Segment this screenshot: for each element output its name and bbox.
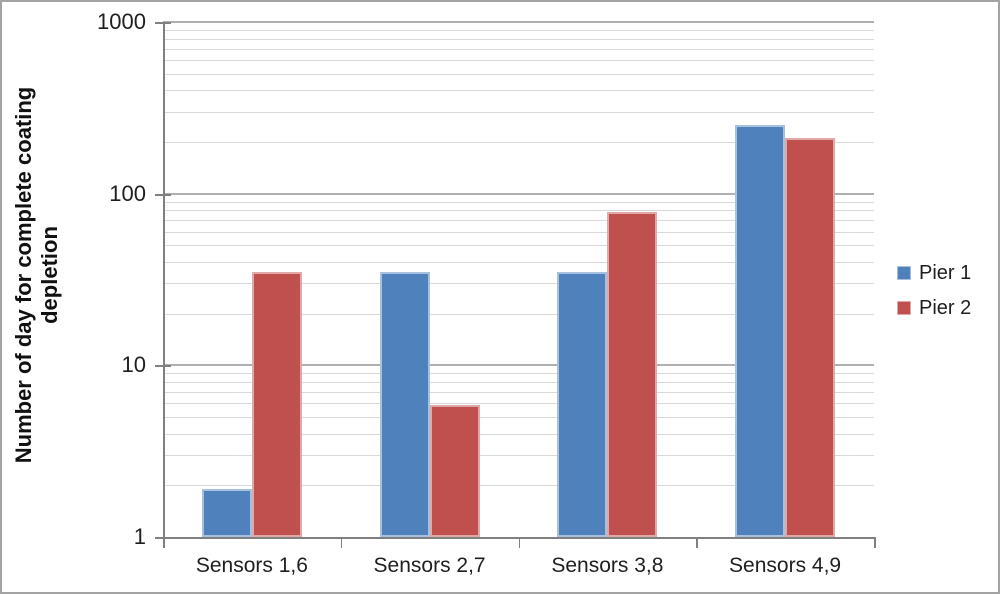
minor-gridline-500 (163, 74, 874, 75)
bar-pier-2-sensors-4-9 (785, 138, 836, 537)
bar-pier-1-sensors-2-7 (379, 271, 430, 537)
minor-gridline-90 (163, 202, 874, 203)
minor-gridline-900 (163, 30, 874, 31)
minor-gridline-3 (163, 455, 874, 456)
minor-gridline-700 (163, 49, 874, 50)
minor-gridline-300 (163, 112, 874, 113)
x-axis-boundary-tick-4 (874, 537, 876, 548)
bar-pier-2-sensors-3-8 (607, 212, 658, 537)
legend-label-pier-2: Pier 2 (919, 297, 972, 319)
y-tick-label-1000: 1000 (97, 9, 146, 34)
y-axis-title: Number of day for complete coating deple… (10, 15, 64, 535)
y-axis-tick-1000 (155, 22, 171, 24)
major-gridline-100 (163, 193, 874, 195)
minor-gridline-20 (163, 314, 874, 315)
x-category-label-sensors-4-9: Sensors 4,9 (729, 554, 842, 577)
y-axis-line (163, 22, 165, 548)
y-axis-tick-100 (155, 194, 171, 196)
bar-pier-1-sensors-1-6 (201, 489, 252, 537)
y-axis-tick-10 (155, 365, 171, 367)
x-axis-boundary-tick-1 (340, 537, 343, 548)
bar-pier-2-sensors-1-6 (251, 271, 302, 537)
minor-gridline-40 (163, 262, 874, 263)
bar-pier-2-sensors-2-7 (429, 404, 480, 537)
minor-gridline-50 (163, 245, 874, 246)
minor-gridline-8 (163, 382, 874, 383)
y-axis-title-line1: Number of day for complete coating (11, 86, 36, 464)
bar-pier-1-sensors-4-9 (735, 125, 786, 537)
major-gridline-1000 (163, 21, 874, 23)
legend-item-pier-1: Pier 1 (897, 262, 971, 284)
y-tick-label-100: 100 (109, 181, 146, 206)
minor-gridline-80 (163, 210, 874, 211)
legend-swatch-pier-1 (897, 266, 911, 280)
legend-swatch-pier-2 (897, 301, 911, 315)
minor-gridline-9 (163, 373, 874, 374)
minor-gridline-60 (163, 232, 874, 233)
x-category-label-sensors-1-6: Sensors 1,6 (195, 554, 308, 577)
minor-gridline-4 (163, 434, 874, 435)
x-axis-boundary-tick-3 (696, 537, 698, 548)
y-axis-tick-1 (155, 537, 171, 539)
minor-gridline-600 (163, 60, 874, 61)
bar-pier-1-sensors-3-8 (557, 271, 608, 537)
x-category-label-sensors-3-8: Sensors 3,8 (551, 554, 664, 577)
minor-gridline-7 (163, 392, 874, 393)
major-gridline-10 (163, 364, 874, 366)
minor-gridline-200 (163, 142, 874, 143)
legend-item-pier-2: Pier 2 (897, 297, 971, 319)
minor-gridline-70 (163, 220, 874, 221)
y-axis-title-line2: depletion (37, 226, 62, 324)
y-tick-label-1: 1 (133, 524, 146, 549)
minor-gridline-30 (163, 283, 874, 284)
minor-gridline-6 (163, 403, 874, 404)
legend: Pier 1 Pier 2 (897, 262, 971, 332)
minor-gridline-400 (163, 90, 874, 91)
minor-gridline-800 (163, 39, 874, 40)
legend-label-pier-1: Pier 1 (919, 262, 972, 284)
x-axis-boundary-tick-2 (518, 537, 520, 548)
y-tick-label-10: 10 (121, 352, 146, 377)
minor-gridline-5 (163, 417, 874, 418)
x-category-label-sensors-2-7: Sensors 2,7 (373, 554, 486, 577)
minor-gridline-2 (163, 485, 874, 486)
